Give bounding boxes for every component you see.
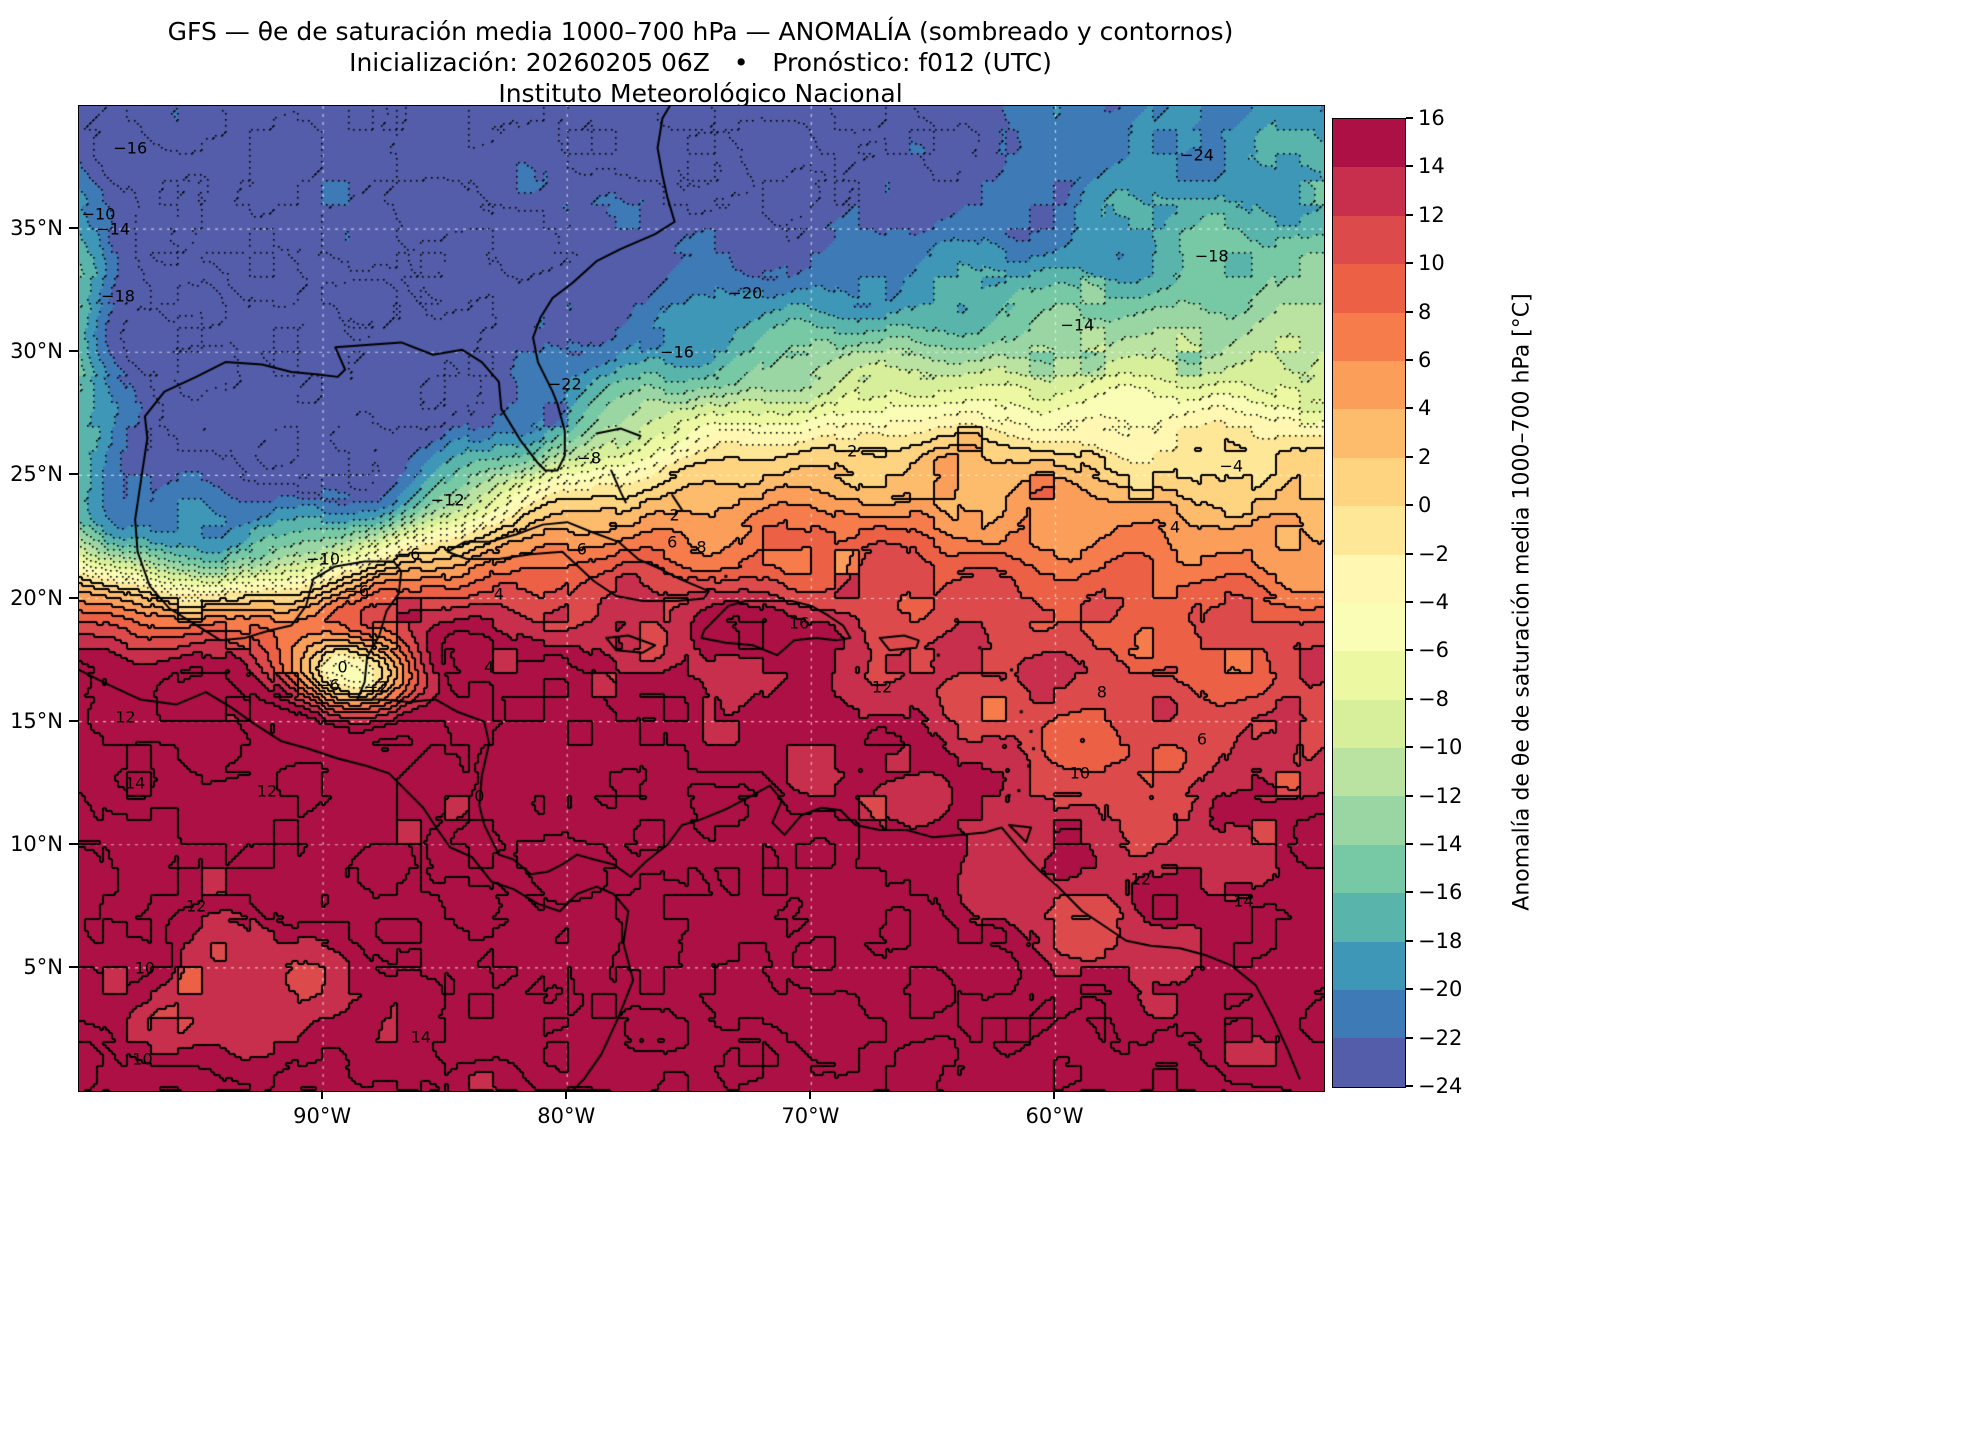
lat-tick-label: 20°N	[10, 585, 63, 610]
colorbar-band	[1333, 893, 1405, 942]
lat-tick-mark	[69, 842, 78, 845]
colorbar-tick-label: −6	[1418, 638, 1449, 663]
colorbar-tick-label: 4	[1418, 396, 1432, 421]
institution-title: Instituto Meteorológico Nacional	[498, 79, 903, 108]
colorbar-band	[1333, 941, 1405, 991]
lat-tick-mark	[69, 473, 78, 476]
lon-tick-mark	[321, 1090, 324, 1099]
colorbar-tick-label: 12	[1418, 202, 1445, 227]
lat-tick-label: 5°N	[23, 954, 63, 979]
colorbar-band	[1333, 119, 1405, 168]
colorbar-tick-mark	[1406, 165, 1413, 168]
colorbar-tick-label: 0	[1418, 493, 1432, 518]
colorbar-band	[1333, 312, 1405, 361]
colorbar-band	[1333, 215, 1405, 265]
title-block: GFS — θe de saturación media 1000–700 hP…	[78, 16, 1323, 109]
colorbar-tick-label: −2	[1418, 541, 1449, 566]
colorbar-band	[1333, 844, 1405, 894]
colorbar-tick-mark	[1406, 310, 1413, 313]
colorbar-tick-mark	[1406, 649, 1413, 652]
colorbar-band	[1333, 699, 1405, 749]
colorbar-tick-mark	[1406, 262, 1413, 265]
colorbar-tick-mark	[1406, 407, 1413, 410]
colorbar-tick-label: 10	[1418, 251, 1445, 276]
colorbar-band	[1333, 264, 1405, 313]
colorbar-tick-label: 2	[1418, 444, 1432, 469]
colorbar-tick-label: 14	[1418, 154, 1445, 179]
lat-tick-label: 10°N	[10, 831, 63, 856]
colorbar-tick-mark	[1406, 988, 1413, 991]
anomaly-map-canvas	[79, 106, 1324, 1091]
lat-tick-label: 25°N	[10, 462, 63, 487]
lon-tick-mark	[809, 1090, 812, 1099]
colorbar-band	[1333, 796, 1405, 845]
colorbar-tick-label: 6	[1418, 348, 1432, 372]
colorbar-label: Anomalía de θe de saturación media 1000–…	[1509, 293, 1535, 911]
colorbar-band	[1333, 602, 1405, 652]
colorbar-tick-mark	[1406, 746, 1413, 749]
lon-tick-mark	[1053, 1090, 1056, 1099]
colorbar-band	[1333, 360, 1405, 410]
colorbar-tick-mark	[1406, 1036, 1413, 1039]
lat-tick-label: 30°N	[10, 339, 63, 364]
colorbar-band	[1333, 167, 1405, 216]
colorbar-tick-mark	[1406, 939, 1413, 942]
lat-tick-mark	[69, 227, 78, 230]
lon-tick-mark	[565, 1090, 568, 1099]
colorbar-tick-mark	[1406, 504, 1413, 507]
colorbar-tick-mark	[1406, 1085, 1413, 1087]
colorbar-tick-mark	[1406, 213, 1413, 216]
lon-tick-label: 70°W	[781, 1104, 840, 1128]
lon-tick-label: 60°W	[1025, 1104, 1084, 1128]
colorbar-tick-label: −8	[1418, 686, 1449, 711]
colorbar-tick-label: −10	[1418, 735, 1463, 760]
colorbar-band	[1333, 457, 1405, 507]
colorbar-tick-mark	[1406, 794, 1413, 797]
colorbar-tick-mark	[1406, 891, 1413, 894]
chart-subtitle: Inicialización: 20260205 06Z • Pronóstic…	[349, 48, 1052, 77]
colorbar-tick-label: −12	[1418, 783, 1463, 808]
lon-tick-label: 80°W	[537, 1104, 596, 1128]
colorbar-tick-mark	[1406, 601, 1413, 603]
colorbar-band	[1333, 506, 1405, 555]
colorbar-tick-label: −16	[1418, 880, 1463, 905]
colorbar-tick-label: −14	[1418, 832, 1463, 856]
colorbar-tick-mark	[1406, 697, 1413, 700]
colorbar-tick-mark	[1406, 359, 1413, 361]
lat-tick-mark	[69, 350, 78, 353]
colorbar-band	[1333, 651, 1405, 700]
colorbar-tick-label: −24	[1418, 1074, 1463, 1098]
colorbar-tick-label: −22	[1418, 1025, 1463, 1050]
colorbar-band	[1333, 990, 1405, 1039]
colorbar-band	[1333, 554, 1405, 603]
lat-tick-mark	[69, 596, 78, 599]
lat-tick-label: 15°N	[10, 708, 63, 733]
colorbar-tick-mark	[1406, 552, 1413, 555]
colorbar-tick-mark	[1406, 843, 1413, 845]
map-plot: −16 −10 −14 −18 −24 −18 −20 −14 −16 −22 −8 −2 −4 −12−…	[78, 105, 1325, 1092]
colorbar-tick-label: 8	[1418, 299, 1432, 324]
chart-title: GFS — θe de saturación media 1000–700 hP…	[167, 17, 1234, 46]
colorbar-tick-label: 16	[1418, 106, 1445, 130]
colorbar-tick-label: −20	[1418, 977, 1463, 1002]
lat-tick-mark	[69, 719, 78, 722]
colorbar-band	[1333, 409, 1405, 458]
lat-tick-mark	[69, 965, 78, 968]
colorbar-tick-mark	[1406, 117, 1413, 119]
colorbar-band	[1333, 1038, 1405, 1087]
colorbar-bands	[1333, 119, 1405, 1087]
lon-tick-label: 90°W	[293, 1104, 352, 1128]
lat-tick-label: 35°N	[10, 216, 63, 241]
colorbar-band	[1333, 748, 1405, 797]
colorbar-tick-label: −4	[1418, 590, 1449, 614]
colorbar	[1332, 118, 1406, 1088]
colorbar-tick-mark	[1406, 455, 1413, 458]
colorbar-tick-label: −18	[1418, 928, 1463, 953]
